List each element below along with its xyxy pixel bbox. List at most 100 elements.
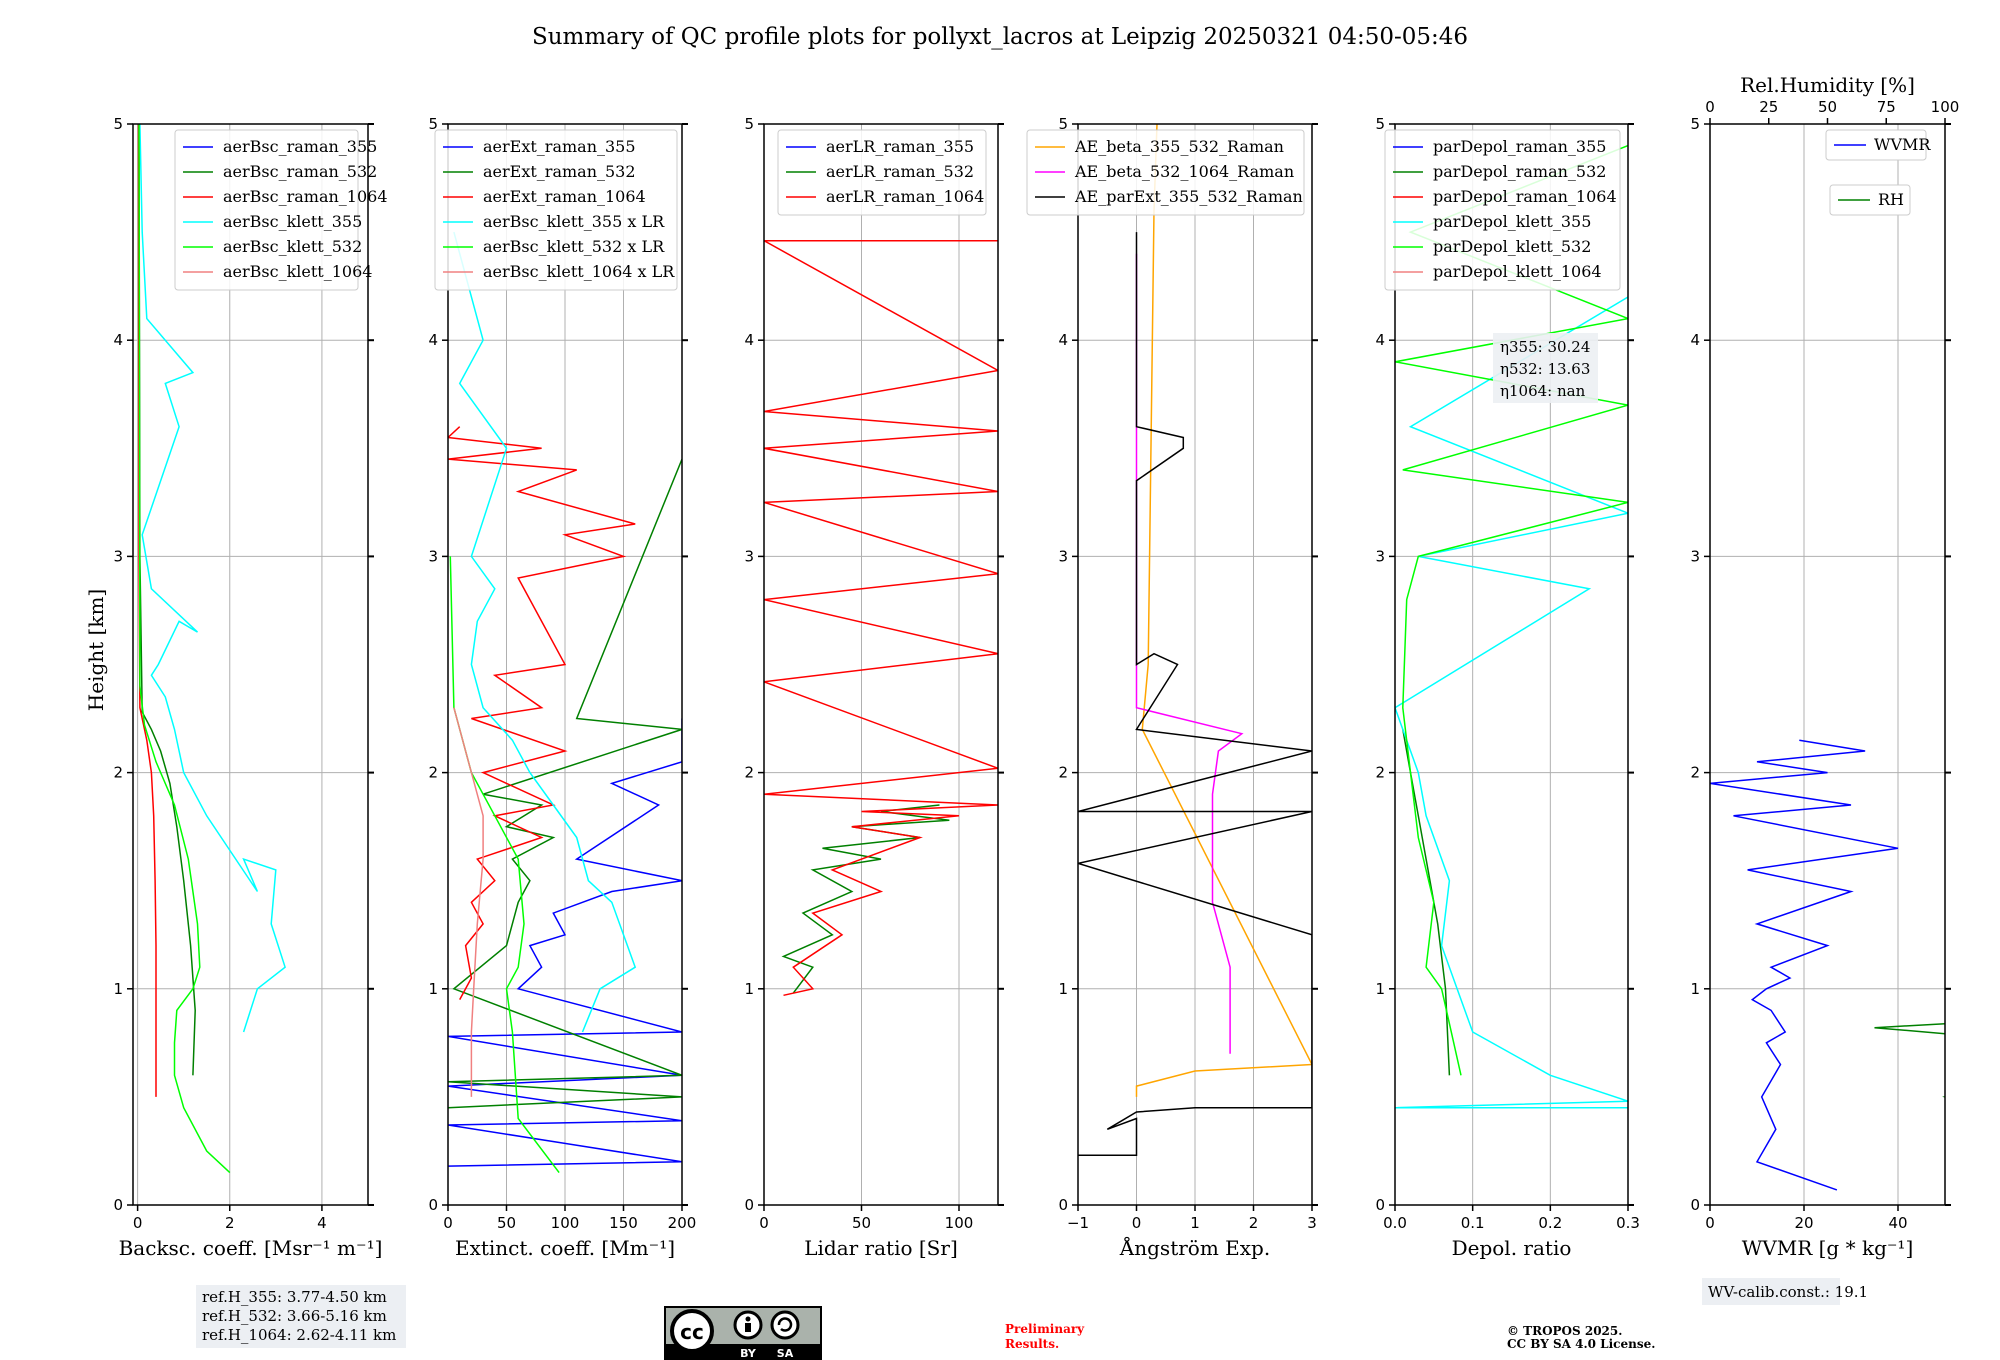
- y-tick-label: 0: [744, 1196, 754, 1214]
- x-axis-label: Backsc. coeff. [Msr⁻¹ m⁻¹]: [119, 1236, 383, 1260]
- annotation-line: η355: 30.24: [1500, 338, 1590, 356]
- legend-label: aerBsc_raman_355: [223, 137, 377, 156]
- legend-box: [174, 129, 359, 291]
- top-x-tick-label: 0: [1705, 98, 1715, 116]
- copyright-line1: © TROPOS 2025.: [1507, 1324, 1622, 1338]
- legend-label: aerBsc_klett_532: [223, 237, 362, 256]
- y-tick-label: 3: [744, 547, 754, 565]
- cc-icon-letters: cc: [680, 1320, 704, 1344]
- y-tick-label: 1: [744, 980, 754, 998]
- legend-box: [434, 129, 678, 291]
- y-tick-label: 3: [1690, 547, 1700, 565]
- badge-sa-text: SA: [777, 1347, 794, 1360]
- legend-label: AE_beta_355_532_Raman: [1074, 137, 1284, 156]
- series-line-aerBsc_klett_1064 x LR: [453, 707, 484, 1097]
- x-tick-label: 1: [1190, 1214, 1200, 1232]
- x-tick-label: 20: [1794, 1214, 1813, 1232]
- x-tick-label: 0.0: [1383, 1214, 1407, 1232]
- x-tick-label: 50: [852, 1214, 871, 1232]
- y-tick-label: 5: [428, 115, 438, 133]
- x-tick-label: 0: [759, 1214, 769, 1232]
- top-x-tick-label: 75: [1877, 98, 1896, 116]
- legend-label: parDepol_raman_1064: [1433, 187, 1617, 206]
- y-tick-label: 4: [428, 331, 438, 349]
- ref-height-1064: ref.H_1064: 2.62-4.11 km: [202, 1326, 396, 1344]
- y-tick-label: 4: [113, 331, 123, 349]
- ref-height-355: ref.H_355: 3.77-4.50 km: [202, 1288, 387, 1306]
- legend-label: AE_parExt_355_532_Raman: [1074, 187, 1303, 206]
- top-x-axis-label: Rel.Humidity [%]: [1740, 73, 1915, 97]
- wv-calib-box: WV-calib.const.: 19.1: [1702, 1278, 1868, 1305]
- y-tick-label: 5: [744, 115, 754, 133]
- wv-calib-background: [1702, 1278, 1840, 1305]
- y-tick-label: 1: [1690, 980, 1700, 998]
- series-line-parDepol_klett_355: [1395, 296, 1628, 1109]
- series-line-AE_parExt_355_532_Raman: [1078, 232, 1312, 1157]
- x-axis-label: Ångström Exp.: [1119, 1235, 1270, 1260]
- series-line-RH: [1874, 1022, 1945, 1098]
- ref-height-532: ref.H_532: 3.66-5.16 km: [202, 1307, 387, 1325]
- badge-by-text: BY: [740, 1347, 757, 1360]
- series-line-aerExt_raman_532: [448, 458, 682, 1109]
- cc-icon: [670, 1309, 714, 1353]
- series-line-aerBsc_klett_355: [139, 124, 286, 1033]
- plot-frame: [1709, 123, 1946, 1206]
- y-tick-label: 0: [1375, 1196, 1385, 1214]
- panel-3: 0 50 100 0 1 2 3 4 5 Lidar ratio [Sr] aerLR_raman_…: [744, 115, 1004, 1260]
- y-tick-label: 0: [1690, 1196, 1700, 1214]
- y-tick-label: 2: [1058, 764, 1068, 782]
- y-tick-label: 2: [1375, 764, 1385, 782]
- wv-calib-text: WV-calib.const.: 19.1: [1708, 1283, 1868, 1301]
- legend-label: aerBsc_klett_532 x LR: [483, 237, 665, 256]
- series-line-aerBsc_raman_532: [138, 124, 196, 1076]
- y-tick-label: 3: [1058, 547, 1068, 565]
- annotation-box: [1493, 333, 1598, 403]
- y-tick-label: 5: [113, 115, 123, 133]
- y-tick-label: 3: [428, 547, 438, 565]
- y-tick-label: 0: [1058, 1196, 1068, 1214]
- series-line-aerBsc_klett_355 x LR: [453, 231, 637, 1033]
- x-tick-label: 2: [225, 1214, 235, 1232]
- series-line-aerExt_raman_1064: [448, 426, 636, 1000]
- x-axis-label: Extinct. coeff. [Mm⁻¹]: [455, 1236, 675, 1260]
- legend-label: aerLR_raman_532: [826, 162, 974, 181]
- figure-title: Summary of QC profile plots for pollyxt_…: [532, 24, 1468, 50]
- y-tick-label: 3: [1375, 547, 1385, 565]
- legend-label: AE_beta_532_1064_Raman: [1074, 162, 1294, 181]
- series-line-WVMR: [1710, 739, 1899, 1191]
- legend-box: [1384, 129, 1621, 291]
- plot-frame: [1394, 123, 1629, 1206]
- legend-label: aerBsc_raman_532: [223, 162, 377, 181]
- y-tick-label: 1: [113, 980, 123, 998]
- x-tick-label: 0: [443, 1214, 453, 1232]
- x-axis-label: Lidar ratio [Sr]: [804, 1236, 958, 1260]
- y-tick-label: 2: [113, 764, 123, 782]
- x-tick-label: 0.3: [1616, 1214, 1640, 1232]
- y-tick-label: 0: [428, 1196, 438, 1214]
- legend-label: aerExt_raman_532: [483, 162, 636, 181]
- series-line-AE_beta_355_532_Raman: [1135, 124, 1312, 1097]
- x-tick-label: 0: [1705, 1214, 1715, 1232]
- y-tick-label: 1: [1375, 980, 1385, 998]
- y-tick-label: 4: [1690, 331, 1700, 349]
- y-tick-label: 2: [744, 764, 754, 782]
- top-x-tick-label: 100: [1931, 98, 1960, 116]
- legend-label: aerBsc_klett_1064: [223, 262, 372, 281]
- series-line-aerExt_raman_355: [448, 718, 682, 1167]
- plot-frame: [763, 123, 999, 1206]
- legend-label: aerExt_raman_1064: [483, 187, 646, 206]
- series-line-aerLR_raman_532: [781, 804, 950, 994]
- legend-label: parDepol_klett_355: [1433, 212, 1591, 231]
- legend-label: aerBsc_klett_355: [223, 212, 362, 231]
- annotation-line: η532: 13.63: [1500, 360, 1590, 378]
- x-tick-label: 0.1: [1461, 1214, 1485, 1232]
- legend-label: aerBsc_klett_355 x LR: [483, 212, 665, 231]
- series-line-aerLR_raman_1064: [764, 239, 998, 997]
- y-tick-label: 5: [1058, 115, 1068, 133]
- legend-label: aerBsc_klett_1064 x LR: [483, 262, 675, 281]
- sa-icon: [770, 1310, 800, 1340]
- top-x-tick-label: 50: [1818, 98, 1837, 116]
- sa-icon-arrow: [777, 1317, 793, 1332]
- x-tick-label: 3: [1307, 1214, 1317, 1232]
